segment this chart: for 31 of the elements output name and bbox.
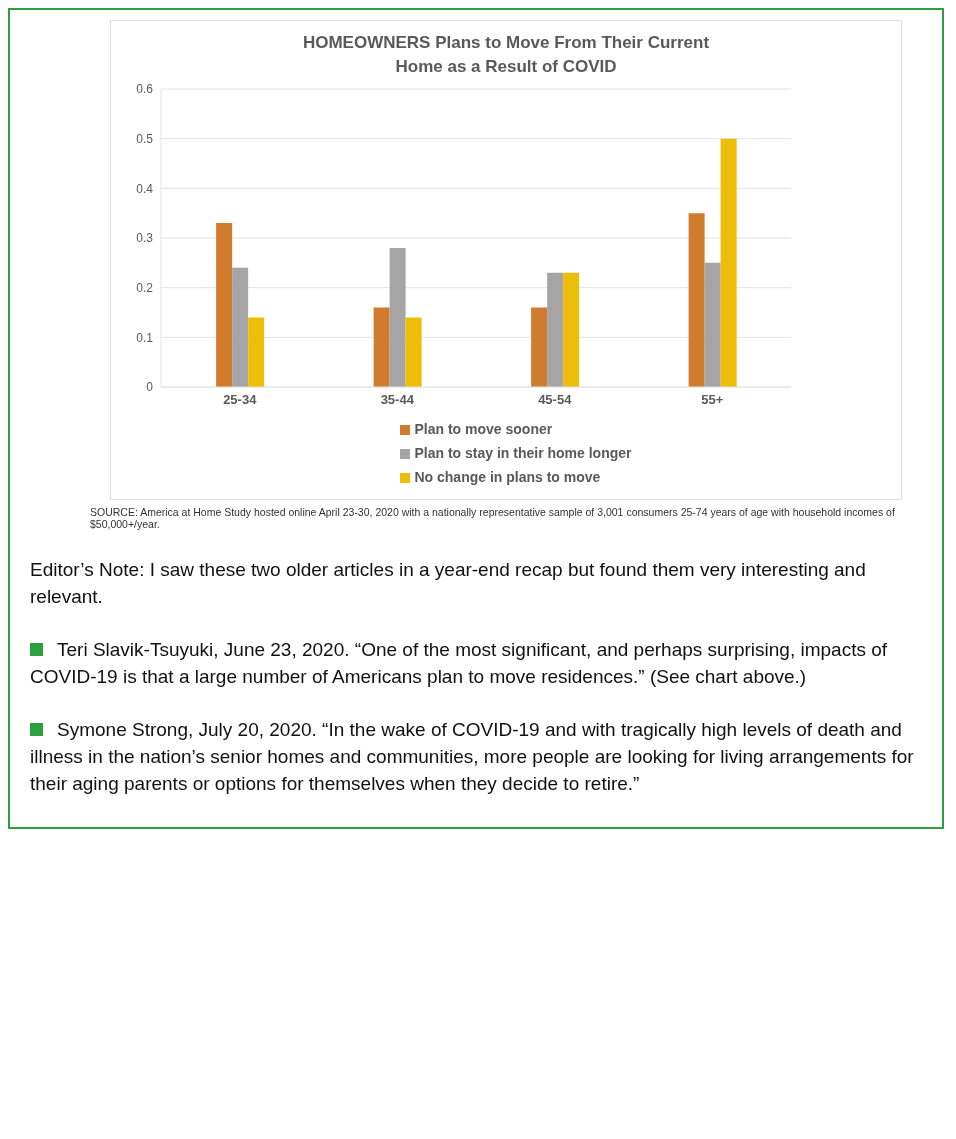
y-tick-label: 0.4	[136, 181, 154, 196]
bar	[704, 262, 721, 387]
chart-title: HOMEOWNERS Plans to Move From Their Current Home as a Result of COVID	[301, 32, 711, 78]
y-tick-label: 0.2	[136, 280, 154, 295]
legend-label: No change in plans to move	[414, 469, 601, 485]
bar	[389, 247, 406, 387]
bar	[531, 307, 548, 387]
y-tick-label: 0.1	[136, 330, 154, 345]
bar	[563, 272, 580, 387]
bar	[248, 317, 265, 387]
bar	[405, 317, 422, 387]
text: Editor’s Note: I saw these two older articles in a year-end recap but found them very interesting and relevant.	[30, 558, 867, 609]
bar	[216, 223, 233, 387]
y-tick-label: 0.3	[136, 231, 154, 246]
bar	[547, 272, 564, 387]
bar	[232, 267, 249, 387]
bar	[373, 307, 390, 387]
x-tick-label: 55+	[701, 392, 724, 408]
bar	[720, 138, 737, 387]
bar	[688, 213, 705, 387]
y-tick-label: 0.6	[136, 82, 154, 97]
y-tick-label: 0	[146, 380, 154, 395]
legend-label: Plan to move sooner	[414, 421, 553, 437]
text: Symone Strong, July 20, 2020. “In the wake of COVID-19 and with tragically high levels of death and illness in the nation’s senior homes and communities, more people are looking for living arrangements for their aging parents or options for themselves when they decide to retire.”	[30, 718, 915, 796]
text: Teri Slavik-Tsuyuki, June 23, 2020. “One of the most significant, and perhaps surprising, impacts of COVID-19 is that a large number of Americans plan to move residences.” (See chart above.)	[30, 638, 889, 689]
x-tick-label: 25-34	[223, 392, 258, 408]
x-tick-label: 45-54	[538, 392, 573, 408]
x-tick-label: 35-44	[380, 392, 415, 408]
legend-label: Plan to stay in their home longer	[414, 445, 632, 461]
source-note: SOURCE: America at Home Study hosted online April 23-30, 2020 with a nationally representative sample of 3,001 consumers 25-74 years of age with household incomes of $50,000+/year.	[90, 506, 896, 530]
y-tick-label: 0.5	[136, 131, 154, 146]
